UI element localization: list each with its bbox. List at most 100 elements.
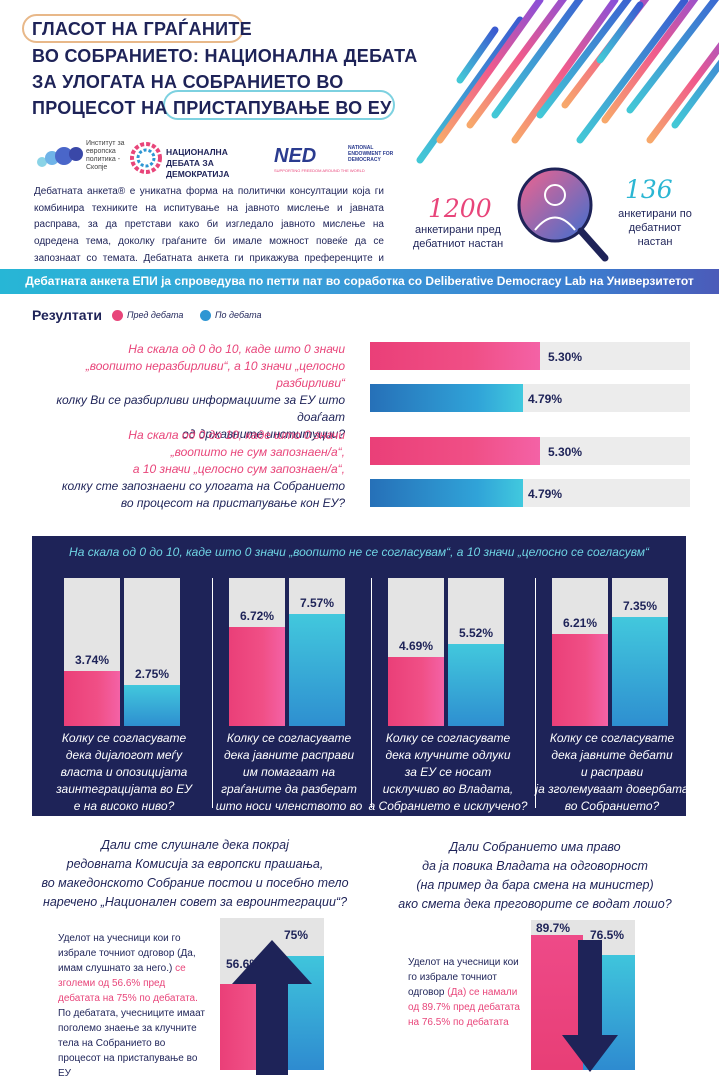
- vbar-track-4-before: 6.21%: [552, 578, 608, 726]
- vgroup-1-caption-line: е на високо ниво?: [73, 799, 175, 813]
- hbar-1-after: [370, 384, 524, 412]
- bottom-question-1-line3: во македонското Собрание постои и посебн…: [41, 876, 349, 890]
- vgroup-1-caption-line: Колку се согласувате: [61, 731, 187, 745]
- vbar-1-after-label: 2.75%: [134, 667, 170, 682]
- vbar-track-4-after: 7.35%: [612, 578, 668, 726]
- vgroup-4-caption-line: ја зголемуваат довербата: [535, 782, 689, 796]
- hbar-1-after-label: 4.79%: [528, 392, 563, 406]
- ned-logo-mark: NED: [274, 145, 317, 167]
- bottom-question-2-line3: (на пример да бара смена на министер): [416, 878, 654, 892]
- vbar-track-1-before: 3.74%: [64, 578, 120, 726]
- vbar-2-after-label: 7.57%: [299, 595, 335, 610]
- vbar-track-1-after: 2.75%: [124, 578, 180, 726]
- bq1-before-label: 56.6%: [226, 957, 261, 971]
- ned-logo: NED NATIONAL ENDOWMENT FOR DEMOCRACY SUP…: [270, 145, 393, 175]
- iep-logo-text: Институт за европска политика - Скопје: [86, 140, 125, 171]
- question-2-line1: На скала од 0 до 10, каде што 0 значи: [128, 428, 345, 442]
- vgroup-1-caption-line: заинтеграцијата во ЕУ: [56, 782, 192, 796]
- vbar-track-3-before: 4.69%: [388, 578, 444, 726]
- bottom-note-1-b: се зголеми од 56.6% пред дебатата на 75%…: [58, 963, 198, 1004]
- vgroup-1-caption-line: власта и опозицијата: [60, 765, 188, 779]
- iep-logo-icon: [37, 147, 83, 167]
- vbar-3-before: [388, 656, 444, 726]
- stanford-banner: Дебатната анкета ЕПИ ја спроведува по пе…: [0, 269, 719, 313]
- vbar-track-2-after: 7.57%: [289, 578, 345, 726]
- vgroup-4-caption-line: дека јавните дебати: [551, 748, 673, 762]
- vgroup-3-caption-line: а Собранието е исклучено?: [368, 799, 528, 813]
- ndd-logo-text: НАЦИОНАЛНА ДЕБАТА ЗА ДЕМОКРАТИЈА: [166, 147, 230, 179]
- vgroup-3-caption: Колку се согласувате дека клучните одлуки…: [368, 730, 528, 815]
- magnifier-person-icon: [517, 167, 609, 262]
- vbar-2-before-label: 6.72%: [239, 608, 275, 623]
- bottom-question-2-line2: да ја повика Владата на одговорност: [422, 859, 648, 873]
- hbar-2-after-label: 4.79%: [528, 487, 563, 501]
- vgroup-3-caption-line: за ЕУ се носат: [404, 765, 492, 779]
- vgroup-2-caption-line: што носи членството во ЕУ?: [215, 799, 363, 830]
- bottom-question-1: Дали сте слушнале дека покрај редовната …: [40, 836, 350, 912]
- results-heading: Резултати: [32, 307, 102, 323]
- ndd-logo: НАЦИОНАЛНА ДЕБАТА ЗА ДЕМОКРАТИЈА: [130, 142, 260, 179]
- hbar-track-2-after: [370, 479, 690, 507]
- vbar-3-after-label: 5.52%: [458, 626, 494, 641]
- vbar-4-after-label: 7.35%: [622, 599, 658, 614]
- arrow-up-icon: [232, 940, 312, 1075]
- hbar-2-before: [370, 437, 540, 465]
- question-2-line5: во процесот на пристапување кон ЕУ?: [120, 496, 345, 510]
- vgroup-3-caption-line: исклучиво во Владата,: [382, 782, 514, 796]
- arrow-down-icon: [562, 940, 618, 1072]
- vbar-1-before-label: 3.74%: [74, 652, 110, 667]
- vbar-4-before-label: 6.21%: [562, 616, 598, 631]
- legend-after-label: По дебата: [215, 310, 262, 320]
- vgroup-3-caption-line: дека клучните одлуки: [385, 748, 511, 762]
- hbar-track-1-before: [370, 342, 690, 370]
- hbar-1-before-label: 5.30%: [548, 350, 583, 364]
- vgroup-4-caption: Колку се согласувате дека јавните дебати и…: [532, 730, 692, 815]
- page-title-line4a: ПРОЦЕСОТ НА: [32, 98, 168, 118]
- vbar-1-before: [64, 670, 120, 726]
- question-1-line1: На скала од 0 до 10, каде што 0 значи: [128, 342, 345, 356]
- page-title-line2: ВО СОБРАНИЕТО: НАЦИОНАЛНА ДЕБАТА: [32, 46, 418, 66]
- question-1: На скала од 0 до 10, каде што 0 значи „в…: [20, 341, 345, 443]
- bottom-note-2-a: Уделот на учесници кои го избрале точнио…: [408, 957, 519, 998]
- vgroup-divider: [371, 578, 372, 808]
- bottom-note-1: Уделот на учесници кои го избрале точнио…: [58, 931, 208, 1081]
- title-highlight-pill: [22, 14, 244, 43]
- decorative-stripes: [416, 0, 719, 164]
- question-1-line3: колку Ви се разбирливи информациите за Е…: [56, 393, 345, 424]
- vbar-2-before: [229, 626, 285, 726]
- legend-after-swatch: [200, 310, 211, 321]
- hbar-track-1-after: [370, 384, 690, 412]
- agreement-panel-title: На скала од 0 до 10, каде што 0 значи „в…: [69, 545, 649, 559]
- bottom-note-1-a: Уделот на учесници кои го избрале точнио…: [58, 933, 196, 974]
- title-highlight-pill-2: [163, 90, 395, 120]
- vgroup-3-caption-line: Колку се согласувате: [385, 731, 511, 745]
- vbar-track-2-before: 6.72%: [229, 578, 285, 726]
- question-2-line2: „воопшто не сум запознаен/а“,: [170, 445, 345, 459]
- page-title-line3: ЗА УЛОГАТА НА СОБРАНИЕТО ВО: [32, 72, 344, 92]
- vgroup-2-caption-line: им помагаат на: [242, 765, 336, 779]
- bq1-after-label: 75%: [284, 928, 309, 942]
- bottom-question-1-line1: Дали сте слушнале дека покрај: [101, 838, 289, 852]
- vgroup-2-caption-line: Колку се согласувате: [226, 731, 352, 745]
- vgroup-divider: [535, 578, 536, 808]
- legend-before-swatch: [112, 310, 123, 321]
- bottom-question-2-line4: ако смета дека преговорите се водат лошо…: [398, 897, 672, 911]
- vgroup-2-caption-line: граѓаните да разберат: [221, 782, 357, 796]
- stat-before-label: анкетирани пред дебатниот настан: [412, 224, 504, 250]
- question-1-line2: „воопшто неразбирливи“, а 10 значи „цело…: [85, 359, 345, 390]
- stat-after-label: анкетирани по дебатниот настан: [618, 208, 692, 248]
- bottom-note-2: Уделот на учесници кои го избрале точнио…: [408, 955, 528, 1030]
- bottom-note-1-c: По дебатата, учесниците имаат поголемо з…: [58, 1008, 205, 1079]
- question-2: На скала од 0 до 10, каде што 0 значи „в…: [20, 427, 345, 512]
- vgroup-2-caption: Колку се согласувате дека јавните расправ…: [209, 730, 369, 832]
- question-1-line4: од државните институции?: [182, 427, 345, 441]
- ned-logo-fullname: NATIONAL ENDOWMENT FOR DEMOCRACY: [348, 145, 394, 163]
- question-2-line3: а 10 значи „целосно сум запознаен/а“,: [132, 462, 345, 476]
- stat-after-number: 136: [625, 175, 673, 204]
- vgroup-1-caption-line: дека дијалогот меѓу: [65, 748, 183, 762]
- bq2-before-label: 89.7%: [536, 921, 571, 935]
- hbar-2-before-label: 5.30%: [548, 445, 583, 459]
- bottom-note-2-b: (Да) се намали од 89.7% пред дебатата на…: [408, 987, 520, 1028]
- hbar-2-after: [370, 479, 524, 507]
- question-2-line4: колку сте запознаени со улогата на Собра…: [61, 479, 345, 493]
